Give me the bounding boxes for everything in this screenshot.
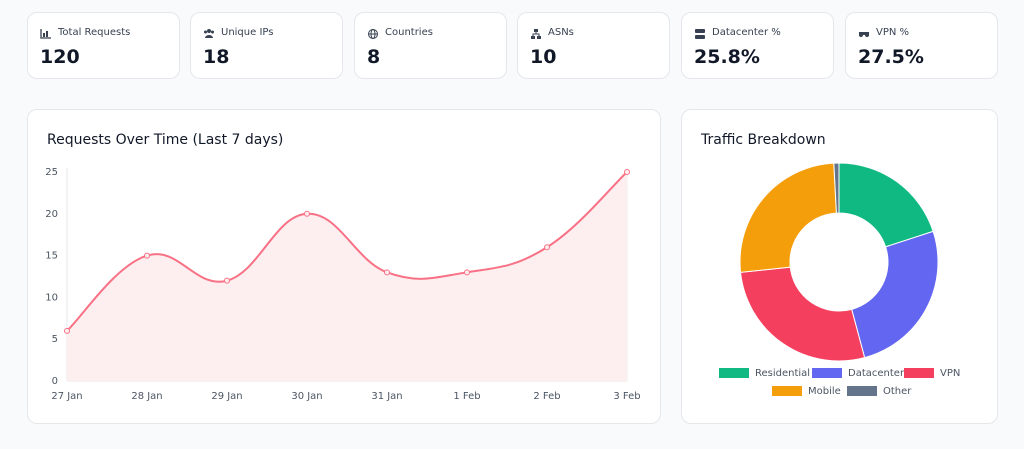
stat-card: ASNs 10 [517,12,670,79]
stat-label: Datacenter % [712,27,781,38]
stat-icon [204,29,214,38]
stat-value: 27.5% [858,46,924,68]
stat-card: Countries 8 [354,12,507,79]
stat-label: ASNs [548,27,574,38]
chart-title: Traffic Breakdown [701,132,826,148]
stat-card: Datacenter % 25.8% [681,12,834,79]
stat-value: 10 [530,46,557,68]
stat-icon [859,32,869,37]
stat-icon [531,29,541,39]
line-card: Requests Over Time (Last 7 days) [27,109,661,424]
stat-value: 120 [40,46,80,68]
stat-card: Total Requests 120 [27,12,180,79]
stat-icon [368,29,378,39]
stat-label: Total Requests [58,27,131,38]
chart-title: Requests Over Time (Last 7 days) [47,132,284,148]
stat-value: 8 [367,46,381,68]
stat-card: Unique IPs 18 [190,12,343,79]
stat-icon [40,29,51,39]
stat-icon [695,29,705,39]
stat-label: VPN % [876,27,910,38]
pie-card: Traffic Breakdown [681,109,998,424]
stat-label: Unique IPs [221,27,274,38]
stat-value: 18 [203,46,230,68]
stat-card: VPN % 27.5% [845,12,998,79]
stat-value: 25.8% [694,46,760,68]
stat-label: Countries [385,27,433,38]
